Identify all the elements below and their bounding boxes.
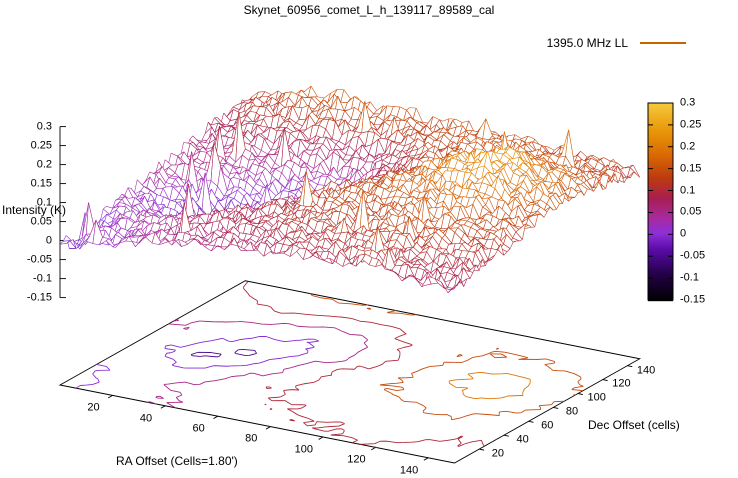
y-tick-label: 40 bbox=[516, 433, 529, 446]
z-tick-label: 0.3 bbox=[36, 120, 52, 133]
y-axis-label: Dec Offset (cells) bbox=[588, 418, 680, 432]
colorbar-tick-label: 0.05 bbox=[680, 205, 702, 218]
colorbar-tick-label: 0.3 bbox=[680, 96, 696, 109]
colorbar-tick-label: 0.15 bbox=[680, 162, 702, 175]
z-tick-label: 0.15 bbox=[30, 177, 52, 190]
x-tick-label: 40 bbox=[139, 412, 153, 425]
x-tick-label: 80 bbox=[245, 432, 258, 445]
z-tick-label: 0.1 bbox=[36, 196, 52, 209]
colorbar-tick-label: -0.15 bbox=[680, 293, 706, 306]
x-axis-label: RA Offset (Cells=1.80') bbox=[116, 454, 238, 468]
colorbar-tick-label: -0.1 bbox=[680, 271, 699, 284]
legend: 1395.0 MHz LL bbox=[547, 36, 686, 50]
z-tick-label: -0.05 bbox=[26, 253, 52, 266]
z-tick-label: 0.25 bbox=[30, 139, 52, 152]
z-tick-label: 0.2 bbox=[36, 158, 52, 171]
y-tick-label: 80 bbox=[565, 405, 579, 418]
z-tick-label: 0 bbox=[45, 234, 52, 247]
colorbar-tick-label: 0.25 bbox=[680, 118, 702, 131]
y-tick-label: 100 bbox=[587, 391, 606, 404]
colorbar-tick-label: 0 bbox=[680, 227, 687, 240]
y-tick-label: 120 bbox=[612, 377, 631, 390]
y-tick-label: 60 bbox=[541, 419, 554, 432]
z-tick-label: -0.1 bbox=[33, 272, 52, 285]
x-tick-label: 60 bbox=[192, 422, 205, 435]
z-axis-label: Intensity (K) bbox=[2, 203, 67, 217]
x-tick-label: 140 bbox=[399, 464, 419, 477]
colorbar-tick-label: -0.05 bbox=[680, 249, 706, 262]
x-tick-label: 20 bbox=[87, 401, 100, 414]
y-tick-label: 140 bbox=[636, 364, 656, 377]
plot-title: Skynet_60956_comet_L_h_139117_89589_cal bbox=[243, 3, 495, 17]
colorbar-tick-label: 0.1 bbox=[680, 184, 696, 197]
z-tick-label: -0.15 bbox=[26, 291, 52, 304]
z-tick-label: 0.05 bbox=[30, 215, 52, 228]
x-tick-label: 100 bbox=[294, 443, 314, 456]
legend-label: 1395.0 MHz LL bbox=[546, 36, 628, 50]
colorbar-tick-label: 0.2 bbox=[680, 140, 696, 153]
y-tick-label: 20 bbox=[491, 447, 505, 460]
legend-line-sample bbox=[640, 42, 686, 44]
x-tick-label: 120 bbox=[347, 453, 366, 466]
